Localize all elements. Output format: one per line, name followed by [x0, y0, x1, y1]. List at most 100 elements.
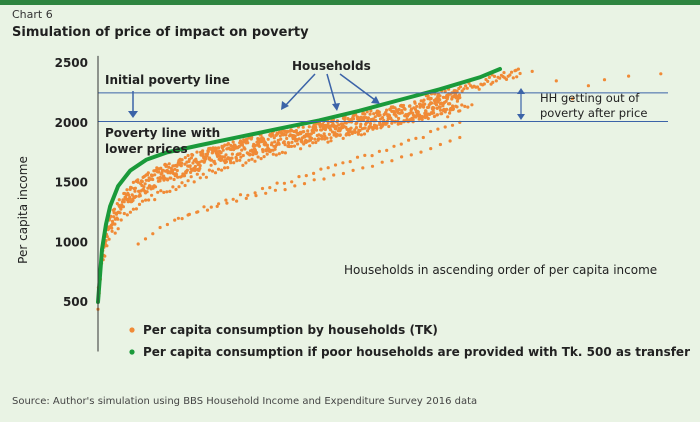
scatter-point [370, 164, 375, 168]
scatter-point [381, 122, 385, 126]
scatter-point [136, 178, 140, 182]
scatter-point [197, 160, 201, 164]
scatter-point [137, 202, 142, 206]
scatter-point [387, 113, 391, 118]
scatter-point [241, 153, 245, 158]
scatter-point [368, 124, 373, 129]
scatter-point [230, 152, 234, 156]
scatter-point [305, 139, 309, 143]
scatter-point [254, 194, 258, 198]
scatter-point [259, 157, 263, 161]
households-label: Households [292, 59, 371, 73]
scatter-point [435, 113, 439, 117]
scatter-point [355, 155, 360, 159]
scatter-point [243, 147, 247, 151]
scatter-point [365, 129, 370, 133]
scatter-point [126, 200, 130, 204]
scatter-point [487, 75, 491, 79]
scatter-point [334, 127, 338, 131]
scatter-point [422, 105, 426, 109]
scatter-point [113, 231, 117, 235]
scatter-point [310, 136, 314, 140]
scatter-point [372, 126, 376, 130]
scatter-point [168, 189, 172, 193]
scatter-point [220, 157, 224, 161]
scatter-point [193, 164, 197, 169]
scatter-point [284, 133, 288, 137]
scatter-point [413, 107, 418, 111]
scatter-point [314, 140, 318, 145]
scatter-point [314, 125, 318, 129]
scatter-point [113, 222, 117, 226]
scatter-point [105, 244, 109, 248]
scatter-point [128, 210, 132, 214]
scatter-point [463, 104, 467, 108]
scatter-point [318, 121, 322, 125]
scatter-point [283, 151, 287, 155]
scatter-point [105, 235, 109, 239]
scatter-point [363, 153, 367, 157]
scatter-point [370, 154, 374, 158]
scatter-point [392, 144, 396, 148]
scatter-point [332, 173, 336, 177]
scatter-point [238, 158, 242, 162]
scatter-point [202, 205, 206, 209]
scatter-point [253, 143, 257, 148]
scatter-point [326, 140, 330, 144]
scatter-point [421, 135, 425, 140]
scatter-point [150, 193, 154, 197]
hh-out-label-2: poverty after price [540, 106, 647, 120]
scatter-point [462, 87, 466, 91]
scatter-point [200, 159, 204, 163]
scatter-point [166, 178, 170, 182]
scatter-point [201, 149, 205, 153]
scatter-point [299, 147, 303, 151]
scatter-point [320, 134, 324, 139]
scatter-point [186, 213, 190, 217]
scatter-point [486, 79, 490, 83]
scatter-point [134, 207, 138, 211]
scatter-point [183, 162, 187, 166]
scatter-point [276, 138, 280, 142]
scatter-point [441, 95, 445, 99]
scatter-point [377, 149, 381, 153]
scatter-point [257, 144, 261, 148]
scatter-point [296, 142, 300, 146]
scatter-point [304, 174, 308, 178]
scatter-point [362, 132, 367, 136]
y-axis-label: Per capita income [16, 156, 30, 264]
scatter-point [180, 217, 184, 221]
scatter-point [151, 177, 155, 182]
scatter-point [452, 95, 456, 99]
initial-poverty-line-label: Initial poverty line [105, 73, 230, 87]
scatter-point [282, 181, 286, 185]
scatter-point [364, 116, 368, 120]
scatter-point [327, 132, 331, 136]
scatter-point [433, 100, 437, 105]
scatter-point [515, 75, 519, 79]
scatter-point [322, 132, 326, 136]
scatter-point [277, 152, 281, 156]
scatter-point [372, 112, 376, 116]
scatter-point [282, 140, 286, 144]
scatter-point [176, 175, 180, 179]
scatter-point [313, 137, 317, 141]
scatter-point [144, 178, 148, 182]
scatter-point [131, 198, 135, 202]
scatter-point [142, 185, 146, 189]
households-arrows [284, 73, 376, 107]
scatter-point [162, 176, 166, 180]
scatter-point [326, 166, 330, 170]
scatter-point [286, 129, 290, 133]
scatter-point [627, 74, 631, 78]
scatter-point [209, 158, 214, 162]
scatter-point [466, 105, 470, 109]
scatter-point [359, 133, 363, 137]
scatter-point [277, 142, 281, 146]
scatter-point [180, 158, 184, 162]
scatter-point [196, 210, 200, 214]
scatter-point [206, 149, 210, 154]
scatter-point [153, 173, 157, 177]
scatter-point [335, 132, 339, 137]
y-tick-label: 2500 [55, 56, 88, 70]
